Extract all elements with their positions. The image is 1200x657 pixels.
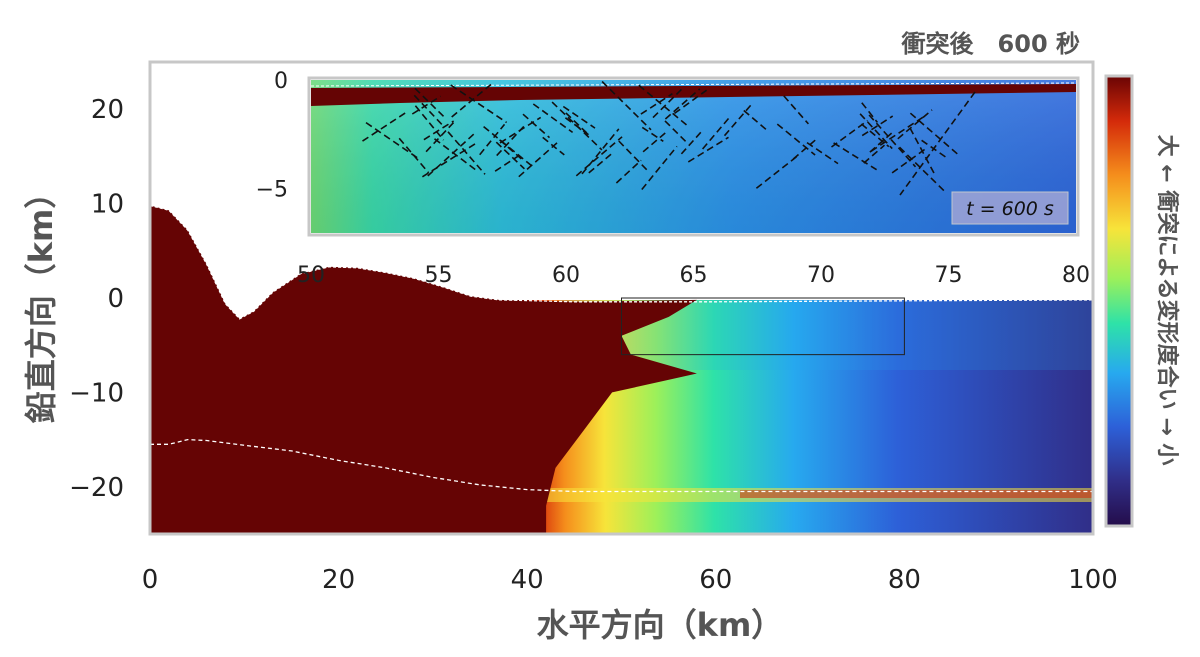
fault-line [588,151,615,174]
fault-line [792,138,818,160]
fault-line [425,119,457,153]
time-annotation-box [951,191,1069,225]
fault-line [362,112,406,142]
fault-line [641,145,678,191]
inset-y-tick-labels: 0 −5 [256,69,288,202]
fault-line [601,80,652,131]
colorbar-label: 大 ← 衝突による変形度合い → 小 [1154,135,1180,466]
y-tick-label: 0 [107,284,124,314]
x-axis-label: 水平方向（km） [537,606,784,644]
fault-line [479,123,506,156]
fault-line [398,137,430,174]
fault-line [451,82,494,118]
fault-line [551,101,603,151]
fault-line [495,141,525,170]
colorbar [1106,76,1132,526]
fault-line [652,87,684,119]
inset-frame [307,76,1080,237]
inset-y-tick-label: −5 [256,177,288,202]
y-tick-labels: 20 10 0 −10 −20 [69,95,124,503]
inset-x-tick-label: 65 [680,263,708,288]
fault-line [565,112,590,136]
fault-line [868,114,917,168]
fault-line [447,131,486,175]
fault-line [674,89,708,115]
fault-line [434,138,477,171]
chart-title: 衝突後 600 秒 [901,30,1080,58]
y-tick-label: −10 [69,378,124,408]
fault-line [921,139,949,160]
fault-line [615,159,642,184]
fault-line [413,94,444,127]
fault-line [891,146,928,174]
inset-x-tick-label: 55 [425,263,453,288]
fault-line [641,126,664,142]
fault-line [833,142,878,171]
fault-line [723,103,753,137]
fault-line [664,88,701,120]
inset-x-tick-label: 75 [935,263,963,288]
fault-line [562,105,596,129]
inset-x-tick-label: 80 [1062,263,1090,288]
fault-line [618,140,648,171]
inset-x-tick-label: 50 [297,263,325,288]
lower-boundary-line [150,438,1093,493]
fault-line [664,120,688,143]
inset-panel: t = 600 s 50 55 60 65 70 75 80 0 −5 [256,69,1090,288]
inset-region-box [621,297,905,356]
fault-line [776,123,816,156]
x-tick-label: 100 [1068,565,1118,595]
y-tick-label: −20 [69,473,124,503]
y-axis-label: 鉛直方向（km） [22,177,60,424]
fault-line [680,130,703,155]
fault-line [450,84,508,124]
fault-line [687,136,729,163]
y-tick-label: 10 [91,190,124,220]
x-tick-labels: 0 20 40 60 80 100 [142,565,1118,595]
main-plot-frame [148,60,1095,536]
fault-line [861,115,894,137]
fault-lines [362,80,976,196]
fault-line [806,141,839,165]
fault-line [831,119,869,148]
fault-line [411,95,442,115]
fault-line [414,105,445,141]
fault-line [861,102,879,123]
x-tick-label: 60 [699,565,732,595]
surface-profile-line [150,204,1093,320]
fault-line [743,109,770,133]
fault-line [783,95,810,125]
x-tick-label: 0 [142,565,159,595]
y-tick-label: 20 [91,95,124,125]
fault-line [542,136,565,156]
fault-line [575,136,623,177]
fault-line [640,93,673,115]
x-tick-label: 40 [511,565,544,595]
fault-line [860,123,890,148]
fault-line [897,109,933,140]
time-annotation: t = 600 s [966,198,1054,220]
fault-line [755,155,799,189]
fault-line [414,87,447,120]
fault-line [909,127,936,176]
colorbar-frame [1104,74,1134,528]
fault-line [423,120,455,141]
high-deformation-region [150,205,697,534]
fault-line [494,152,523,172]
inset-y-tick-label: 0 [274,69,288,94]
fault-line [642,131,667,153]
inset-x-tick-label: 60 [552,263,580,288]
fault-line [581,128,620,175]
x-tick-label: 80 [888,565,921,595]
inset-x-tick-labels: 50 55 60 65 70 75 80 [297,263,1090,288]
fault-line [532,103,574,134]
fault-line [863,144,886,164]
fault-line [859,113,893,150]
fault-line [499,116,542,144]
inset-x-tick-label: 70 [807,263,835,288]
fault-line [701,116,731,150]
fault-line [522,113,551,139]
x-tick-label: 20 [322,565,355,595]
